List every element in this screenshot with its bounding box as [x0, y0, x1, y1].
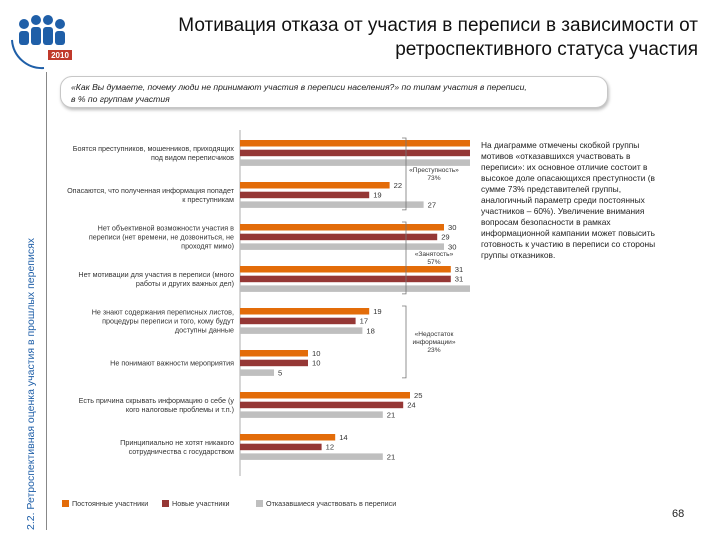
- group-annotation: «Недостаток: [415, 331, 454, 338]
- page-title: Мотивация отказа от участия в переписи в…: [120, 14, 698, 62]
- legend-swatch: [256, 500, 263, 507]
- data-label: 12: [326, 443, 334, 452]
- svg-text:2010: 2010: [51, 51, 69, 60]
- data-label: 22: [394, 181, 402, 190]
- group-annotation: 57%: [427, 259, 440, 266]
- title-line-2: ретроспективного статуса участия: [395, 39, 698, 60]
- data-label: 19: [373, 307, 381, 316]
- category-label: Не знают содержания переписных листов, пр…: [92, 307, 235, 334]
- page-number: 68: [672, 508, 685, 520]
- data-label: 21: [387, 452, 395, 461]
- bar: [240, 149, 470, 157]
- group-annotation: 73%: [427, 175, 440, 182]
- data-label: 31: [455, 275, 463, 284]
- category-label: Опасаются, что полученная информация поп…: [67, 186, 235, 204]
- category-label: Боятся преступников, мошенников, приходя…: [73, 144, 235, 162]
- data-label: 25: [414, 391, 422, 400]
- bar: [240, 392, 410, 399]
- bar: [240, 369, 274, 376]
- group-annotation: «Преступность»: [409, 167, 459, 174]
- sidebar-label-text: 2.2. Ретроспективная оценка участия в пр…: [25, 237, 37, 530]
- data-label: 18: [366, 326, 374, 335]
- bar: [240, 359, 308, 367]
- group-annotation: «Занятость»: [415, 251, 454, 258]
- sidebar-divider: [46, 72, 47, 530]
- bar: [240, 201, 424, 208]
- data-label: 29: [441, 233, 449, 242]
- bar: [240, 191, 370, 199]
- question-line-2: в % по группам участия: [71, 94, 170, 104]
- legend-swatch: [162, 500, 169, 507]
- sidebar-label: 2.2. Ретроспективная оценка участия в пр…: [25, 237, 37, 530]
- bar: [240, 182, 390, 189]
- bar: [240, 453, 383, 460]
- bar: [240, 317, 356, 325]
- legend-swatch: [62, 500, 69, 507]
- legend-label: Постоянные участники: [72, 499, 148, 508]
- data-label: 14: [339, 433, 347, 442]
- data-label: 10: [312, 349, 320, 358]
- data-label: 17: [360, 317, 368, 326]
- bar: [240, 159, 470, 166]
- data-label: 10: [312, 359, 320, 368]
- explanation-note: На диаграмме отмечены скобкой группы мот…: [481, 140, 656, 260]
- legend-label: Отказавшиеся участвовать в переписи: [266, 499, 396, 508]
- category-label: Нет мотивации для участия в переписи (мн…: [78, 270, 234, 288]
- data-label: 24: [407, 401, 415, 410]
- group-annotation: 23%: [427, 347, 440, 354]
- data-label: 27: [428, 200, 436, 209]
- title-line-1: Мотивация отказа от участия в переписи в…: [178, 15, 698, 36]
- group-bracket: [402, 137, 407, 211]
- group-bracket: [402, 305, 407, 379]
- legend-label: Новые участники: [172, 499, 230, 508]
- data-label: 30: [448, 242, 456, 251]
- bar: [240, 401, 404, 409]
- bar-chart: Боятся преступников, мошенников, приходя…: [62, 130, 470, 508]
- question-box: «Как Вы думаете, почему люди не принимаю…: [60, 76, 608, 108]
- bar: [240, 411, 383, 418]
- question-line-1: «Как Вы думаете, почему люди не принимаю…: [71, 82, 527, 92]
- data-label: 19: [373, 191, 381, 200]
- category-label: Есть причина скрывать информацию о себе …: [79, 396, 235, 414]
- bar: [240, 275, 451, 283]
- data-label: 5: [278, 368, 282, 377]
- category-label: Принципиально не хотят никакого сотруднич…: [120, 438, 234, 456]
- category-label: Не понимают важности мероприятия: [110, 358, 234, 367]
- bar: [240, 285, 470, 292]
- bar: [240, 266, 451, 273]
- bar: [240, 308, 370, 315]
- data-label: 30: [448, 223, 456, 232]
- census-logo: 2010: [11, 15, 72, 70]
- group-bracket: [402, 221, 407, 295]
- bar: [240, 224, 444, 231]
- bar: [240, 243, 444, 250]
- bar: [240, 443, 322, 451]
- bar: [240, 434, 336, 441]
- bar: [240, 233, 438, 241]
- bar: [240, 350, 308, 357]
- group-annotation: информации»: [412, 339, 455, 346]
- data-label: 31: [455, 265, 463, 274]
- category-label: Нет объективной возможности участия в пер…: [89, 223, 234, 250]
- bar: [240, 140, 470, 147]
- bar: [240, 327, 363, 334]
- data-label: 21: [387, 410, 395, 419]
